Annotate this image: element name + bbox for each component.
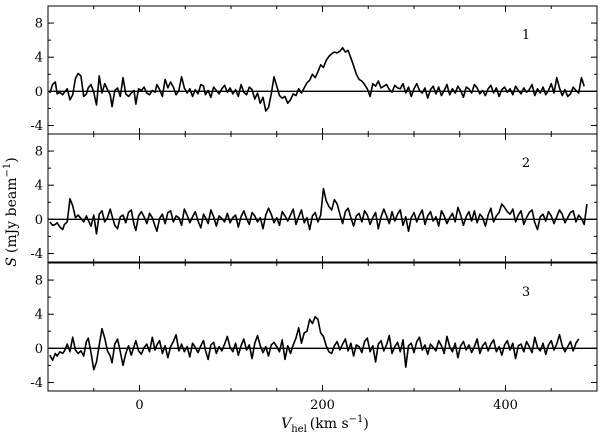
panel-2: -4 0 4 8 2 (30, 133, 598, 263)
panel-frame (47, 5, 598, 135)
y-axis-unit: (mJy beam (4, 178, 20, 254)
y-tick-label: 8 (35, 17, 43, 32)
x-axis-title: Vhel (km s−1) (281, 414, 369, 435)
y-tick-label: -4 (30, 376, 43, 391)
y-tick-label: 4 (35, 308, 43, 323)
y-axis-symbol: S (4, 257, 20, 267)
panels-group: -4 0 4 8 1 -4 0 4 8 2 -4 0 4 8 3 (30, 5, 598, 392)
y-tick-label: -4 (30, 119, 43, 134)
x-tick-label: 200 (310, 398, 335, 413)
spectrum-line-panel-2 (49, 187, 588, 235)
x-tick-label: 400 (493, 398, 518, 413)
x-tick-label: 0 (135, 398, 143, 413)
y-axis-unit-exponent: −1 (2, 163, 13, 178)
panel-label: 2 (522, 156, 530, 171)
y-axis-close: ) (4, 157, 20, 162)
y-tick-label: 4 (35, 51, 43, 66)
x-axis-subscript: hel (291, 424, 307, 435)
panel-label: 1 (522, 28, 530, 43)
x-axis-unit: (km s (310, 416, 349, 432)
x-axis-symbol: V (281, 416, 293, 432)
spectrum-line-panel-1 (49, 47, 585, 112)
y-axis-title: S (mJy beam−1) (2, 157, 20, 266)
x-axis-unit-exponent: −1 (349, 414, 364, 425)
panel-label: 3 (522, 285, 530, 300)
panel-3: -4 0 4 8 3 (30, 262, 598, 392)
spectrum-line-panel-3 (49, 315, 580, 371)
x-tick-labels: 0 200 400 (135, 398, 518, 413)
y-tick-label: 0 (35, 213, 43, 228)
panel-1: -4 0 4 8 1 (30, 5, 598, 135)
y-tick-label: 0 (35, 85, 43, 100)
x-axis-close: ) (363, 416, 368, 432)
y-tick-label: 0 (35, 342, 43, 357)
y-tick-label: 4 (35, 179, 43, 194)
y-tick-label: 8 (35, 274, 43, 289)
panel-frame (47, 262, 598, 392)
y-tick-label: -4 (30, 247, 43, 262)
y-tick-label: 8 (35, 145, 43, 160)
